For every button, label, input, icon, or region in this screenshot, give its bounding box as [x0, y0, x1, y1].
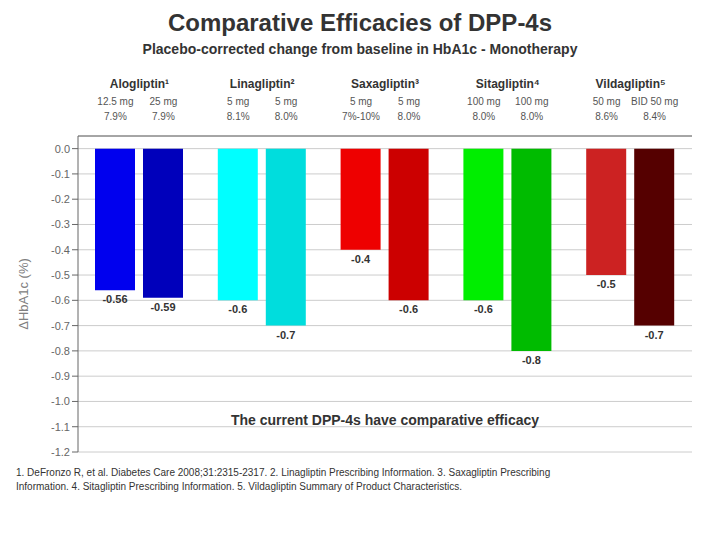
- svg-text:-0.5: -0.5: [597, 278, 616, 290]
- html-text:Placebo-corrected change from: Placebo-corrected change from baseline i…: [142, 41, 578, 57]
- svg-text:-0.9: -0.9: [51, 370, 70, 382]
- svg-text:-0.3: -0.3: [51, 218, 70, 230]
- svg-text:0.0: 0.0: [55, 143, 70, 155]
- svg-text:5 mg: 5 mg: [398, 96, 420, 107]
- svg-text:ΔHbA1c (%): ΔHbA1c (%): [16, 258, 31, 330]
- svg-text:-0.8: -0.8: [51, 345, 70, 357]
- svg-text:8.6%: 8.6%: [595, 111, 618, 122]
- svg-text:-1.0: -1.0: [51, 395, 70, 407]
- svg-text:7.9%: 7.9%: [152, 111, 175, 122]
- svg-text:-0.59: -0.59: [150, 301, 175, 313]
- svg-text:-0.7: -0.7: [51, 320, 70, 332]
- svg-text:8.1%: 8.1%: [227, 111, 250, 122]
- svg-text:Sitagliptin⁴: Sitagliptin⁴: [476, 77, 540, 91]
- svg-text:-0.8: -0.8: [522, 354, 541, 366]
- svg-text:8.0%: 8.0%: [520, 111, 543, 122]
- svg-text:-0.1: -0.1: [51, 168, 70, 180]
- html-text:Information. 4. Sitagliptin Pr: Information. 4. Sitagliptin Prescribing …: [16, 481, 463, 492]
- svg-text:-0.7: -0.7: [645, 329, 664, 341]
- svg-text:50 mg: 50 mg: [593, 96, 621, 107]
- svg-text:8.0%: 8.0%: [398, 111, 421, 122]
- svg-text:-0.6: -0.6: [51, 294, 70, 306]
- svg-text:7%-10%: 7%-10%: [342, 111, 380, 122]
- svg-text:-0.2: -0.2: [51, 193, 70, 205]
- svg-text:5 mg: 5 mg: [350, 96, 372, 107]
- svg-text:8.4%: 8.4%: [643, 111, 666, 122]
- svg-text:-1.2: -1.2: [51, 446, 70, 458]
- html-text:1. DeFronzo R, et al. Diabetes: 1. DeFronzo R, et al. Diabetes Care 2008…: [16, 467, 551, 478]
- svg-text:-0.5: -0.5: [51, 269, 70, 281]
- svg-text:Linagliptin²: Linagliptin²: [230, 77, 295, 91]
- svg-text:-1.1: -1.1: [51, 421, 70, 433]
- svg-text:Vildagliptin⁵: Vildagliptin⁵: [596, 77, 666, 91]
- svg-text:8.0%: 8.0%: [472, 111, 495, 122]
- svg-text:-0.6: -0.6: [474, 303, 493, 315]
- svg-text:25 mg: 25 mg: [150, 96, 178, 107]
- html-text:Comparative Efficacies of DPP-: Comparative Efficacies of DPP-4s: [167, 9, 553, 36]
- svg-text:-0.4: -0.4: [51, 244, 70, 256]
- svg-text:Saxagliptin³: Saxagliptin³: [351, 77, 419, 91]
- svg-text:8.0%: 8.0%: [275, 111, 298, 122]
- svg-text:5 mg: 5 mg: [227, 96, 249, 107]
- svg-text:100 mg: 100 mg: [515, 96, 548, 107]
- svg-text:-0.6: -0.6: [399, 303, 418, 315]
- svg-text:7.9%: 7.9%: [104, 111, 127, 122]
- svg-text:-0.56: -0.56: [102, 293, 127, 305]
- svg-text:BID 50 mg: BID 50 mg: [631, 96, 678, 107]
- svg-text:100 mg: 100 mg: [467, 96, 500, 107]
- svg-text:12.5 mg: 12.5 mg: [97, 96, 133, 107]
- svg-text:-0.4: -0.4: [351, 253, 371, 265]
- svg-text:5 mg: 5 mg: [275, 96, 297, 107]
- html-text:The current DPP-4s have compar: The current DPP-4s have comparative effi…: [230, 412, 540, 429]
- svg-text:-0.7: -0.7: [276, 329, 295, 341]
- svg-text:-0.6: -0.6: [228, 303, 247, 315]
- svg-text:Alogliptin¹: Alogliptin¹: [110, 77, 169, 91]
